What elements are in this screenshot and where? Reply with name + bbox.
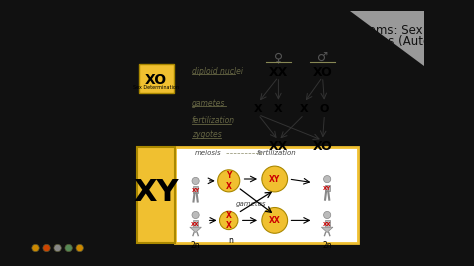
Circle shape <box>219 211 238 230</box>
Text: ▪ XX-XY system:: ▪ XX-XY system: <box>36 130 124 140</box>
Text: XY: XY <box>191 188 200 193</box>
Text: Y
X: Y X <box>226 171 232 190</box>
Text: XO: XO <box>313 140 332 153</box>
Text: XO: XO <box>145 73 167 87</box>
Text: X: X <box>300 103 309 114</box>
FancyBboxPatch shape <box>325 185 330 191</box>
Text: gametes: gametes <box>192 99 225 108</box>
Text: XX: XX <box>191 222 200 227</box>
Circle shape <box>218 170 240 192</box>
Circle shape <box>192 211 199 219</box>
FancyBboxPatch shape <box>138 64 173 93</box>
Circle shape <box>262 166 288 192</box>
Text: Chromosomes and Non-Sex Chromosomes (Autosomes): Chromosomes and Non-Sex Chromosomes (Aut… <box>143 35 473 48</box>
Text: XO: XO <box>313 66 332 79</box>
Circle shape <box>54 244 61 252</box>
FancyBboxPatch shape <box>325 221 330 227</box>
Text: X: X <box>254 103 263 114</box>
Text: ▪ XX – female: ▪ XX – female <box>46 145 109 154</box>
Text: XX: XX <box>323 222 331 227</box>
Text: XY: XY <box>323 186 331 191</box>
Text: gametes: gametes <box>236 201 266 207</box>
Polygon shape <box>190 227 201 232</box>
Text: ▪ XO – male: ▪ XO – male <box>46 93 101 102</box>
Circle shape <box>43 244 50 252</box>
Circle shape <box>32 244 39 252</box>
Text: Chromosomal Sex-Determination Systems: Sex: Chromosomal Sex-Determination Systems: S… <box>143 23 423 36</box>
Text: 2n: 2n <box>191 241 201 250</box>
Text: ▪ XX-XO system:: ▪ XX-XO system: <box>36 66 125 76</box>
Circle shape <box>192 177 199 185</box>
Text: X: X <box>274 103 283 114</box>
Text: ▪ XX – female: ▪ XX – female <box>46 81 109 90</box>
Text: fertilization: fertilization <box>257 149 296 156</box>
Text: XX: XX <box>269 66 288 79</box>
FancyBboxPatch shape <box>175 147 357 243</box>
FancyBboxPatch shape <box>193 221 198 227</box>
Text: Sex Determination: Sex Determination <box>133 85 179 90</box>
Polygon shape <box>321 227 333 232</box>
Text: meiosis: meiosis <box>195 149 222 156</box>
Text: XY: XY <box>133 178 179 207</box>
Text: XX: XX <box>269 140 288 153</box>
Circle shape <box>262 207 288 233</box>
Text: 2n: 2n <box>322 241 332 250</box>
FancyBboxPatch shape <box>137 147 175 243</box>
Circle shape <box>324 211 331 219</box>
Text: diploid nuclei: diploid nuclei <box>192 67 243 76</box>
Text: ▪ XY – male: ▪ XY – male <box>46 158 100 167</box>
Text: X
X: X X <box>226 211 232 230</box>
FancyBboxPatch shape <box>193 186 198 193</box>
Text: zygotes: zygotes <box>192 130 222 139</box>
Text: O: O <box>319 103 329 114</box>
Text: ♀: ♀ <box>274 51 283 64</box>
Text: ▪ Grasshoppers: ▪ Grasshoppers <box>46 106 118 115</box>
Text: XX: XX <box>269 216 281 225</box>
Text: ♂: ♂ <box>317 51 328 64</box>
Text: fertilization: fertilization <box>192 117 235 126</box>
Polygon shape <box>350 11 424 66</box>
Circle shape <box>324 176 331 183</box>
Circle shape <box>76 244 83 252</box>
Text: ▪ Mammals: ▪ Mammals <box>46 171 99 180</box>
Circle shape <box>65 244 73 252</box>
Text: n: n <box>228 236 233 245</box>
Text: XY: XY <box>269 174 280 184</box>
